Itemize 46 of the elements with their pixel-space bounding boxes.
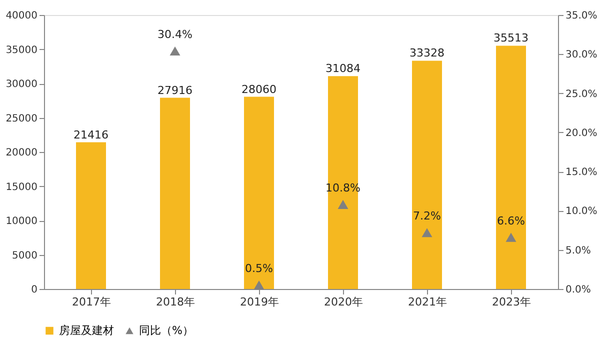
x-tick-label: 2021年 [408,296,447,308]
bar [412,60,442,289]
data-label: 28060 [242,82,276,96]
legend-label: 同比（%） [139,324,194,337]
point [170,46,180,56]
y-tick-label: 10000 [6,216,38,227]
data-label: 27916 [158,84,192,97]
x-tick-label: 2017年 [72,296,111,308]
data-label: 21416 [74,128,108,142]
bar [496,46,526,289]
y-tick-label: 25000 [6,113,38,124]
y-tick-label: 0 [31,284,38,296]
y-tick-label: 40000 [6,10,38,22]
bar [244,96,274,289]
point [422,228,432,238]
data-label: 7.2% [413,210,441,223]
point [338,200,348,209]
y2-tick-label: 0.0% [566,284,591,296]
bar [76,142,106,289]
y-tick-label: 30000 [6,79,38,90]
y-tick-label: 35000 [6,44,38,56]
data-label: 35513 [494,32,528,45]
bar [328,76,358,289]
x-tick-label: 2018年 [156,296,195,308]
legend-label: 房屋及建材 [59,324,114,337]
y2-tick-label: 35.0% [566,10,598,22]
x-tick-label: 2023年 [492,296,531,308]
point [254,280,264,290]
data-label: 0.5% [245,262,273,276]
y2-tick-label: 20.0% [566,128,598,139]
data-label: 33328 [410,46,444,60]
y-tick-label: 15000 [6,182,38,193]
y2-tick-label: 15.0% [566,167,598,178]
x-tick-label: 2019年 [240,296,279,308]
y-tick-label: 20000 [6,148,38,158]
y2-tick-label: 25.0% [566,88,598,100]
y-tick-label: 5000 [12,250,38,262]
y2-tick-label: 5.0% [566,245,591,256]
x-tick-label: 2020年 [324,296,363,308]
y2-tick-label: 30.0% [566,50,598,61]
point [506,232,516,242]
data-label: 6.6% [497,214,525,228]
data-label: 30.4% [158,28,192,42]
y2-tick-label: 10.0% [566,206,598,218]
data-label: 31084 [326,62,360,76]
bar [160,98,190,289]
